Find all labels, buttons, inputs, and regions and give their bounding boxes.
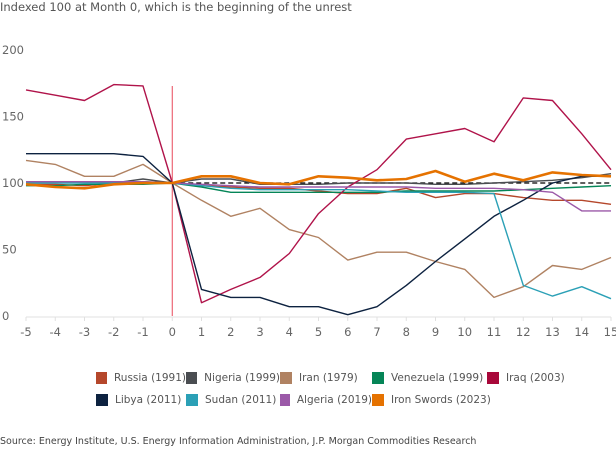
legend-label: Iron Swords (2023) [391,394,491,406]
x-tick-label: 14 [574,325,589,339]
series-line-libya [26,152,611,316]
series-line-iron-swords [25,169,612,190]
legend-row-1: Russia (1991) Nigeria (1999) Iran (1979)… [96,367,616,389]
legend-item-iraq: Iraq (2003) [487,372,565,384]
legend-label: Sudan (2011) [205,394,277,406]
source-note: Source: Energy Institute, U.S. Energy In… [0,436,477,447]
legend-swatch-venezuela [372,372,384,384]
series-line-iran [25,159,612,299]
legend-item-libya: Libya (2011) [96,394,186,406]
y-tick-label: 100 [2,176,24,190]
x-tick-label: 9 [432,325,439,339]
y-tick-label: 50 [2,243,17,257]
y-tick-label: 150 [2,110,24,124]
x-tick-label: 2 [227,325,234,339]
x-tick-label: 7 [373,325,380,339]
x-tick-label: -2 [108,325,119,339]
legend-swatch-nigeria [186,372,198,384]
x-tick-label: 4 [286,325,293,339]
legend-item-nigeria: Nigeria (1999) [186,372,280,384]
x-tick-label: 5 [315,325,322,339]
x-tick-label: 1 [198,325,205,339]
x-tick-label: 11 [487,325,502,339]
legend-item-algeria: Algeria (2019) [280,394,372,406]
legend-swatch-sudan [186,394,198,406]
legend-label: Iran (1979) [299,372,358,384]
chart-subtitle: Indexed 100 at Month 0, which is the beg… [0,0,352,14]
x-tick-label: 15 [604,325,616,339]
x-tick-label: 13 [545,325,560,339]
legend-swatch-libya [96,394,108,406]
legend-item-iran: Iran (1979) [280,372,372,384]
legend-swatch-algeria [280,394,290,406]
legend-item-venezuela: Venezuela (1999) [372,372,487,384]
legend-swatch-iran [280,372,292,384]
legend-label: Venezuela (1999) [391,372,484,384]
x-tick-label: 0 [169,325,176,339]
legend-swatch-russia [96,372,107,384]
x-tick-label: -3 [79,325,90,339]
series-line-iraq [25,83,612,304]
legend-item-russia: Russia (1991) [96,372,186,384]
legend-label: Algeria (2019) [296,394,372,406]
legend-item-sudan: Sudan (2011) [186,394,280,406]
legend-label: Libya (2011) [115,394,182,406]
legend-label: Iraq (2003) [506,372,565,384]
y-tick-label: 200 [2,43,24,57]
legend-item-iron-swords: Iron Swords (2023) [372,394,491,406]
x-tick-label: 12 [516,325,531,339]
x-tick-label: 6 [344,325,351,339]
x-tick-label: -5 [20,325,31,339]
legend-swatch-iraq [487,372,499,384]
legend: Russia (1991) Nigeria (1999) Iran (1979)… [96,367,616,411]
x-tick-label: 3 [256,325,263,339]
x-tick-label: -1 [137,325,148,339]
x-tick-label: -4 [50,325,61,339]
x-tick-label: 10 [457,325,472,339]
series-line-algeria [26,180,611,212]
line-chart: -5 -4 -3 -2 -1 0 1 2 3 4 5 6 7 8 9 10 11 12 13 14 1505010015… [2,43,616,339]
legend-swatch-iron-swords [372,394,384,406]
legend-row-2: Libya (2011) Sudan (2011) Algeria (2019)… [96,389,616,411]
legend-label: Nigeria (1999) [204,372,280,384]
x-tick-label: 8 [403,325,410,339]
legend-label: Russia (1991) [113,372,186,384]
y-tick-label: 0 [2,309,9,323]
